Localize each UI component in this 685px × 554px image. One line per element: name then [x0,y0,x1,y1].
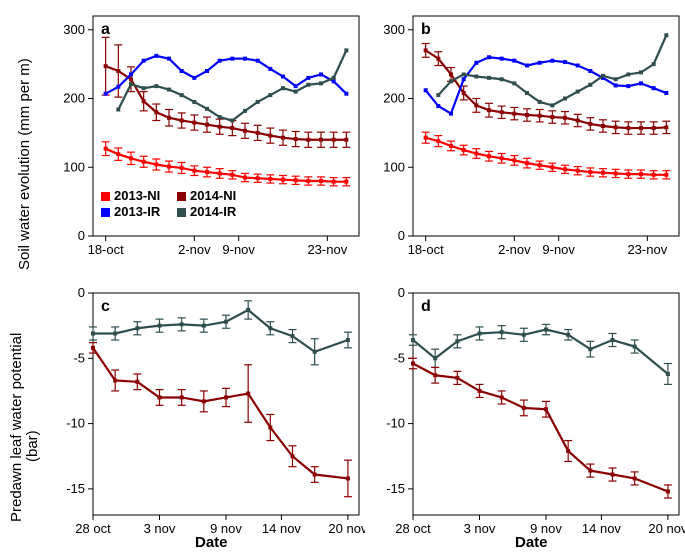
svg-text:9-nov: 9-nov [222,242,255,257]
svg-text:100: 100 [63,159,85,174]
svg-text:20 nov: 20 nov [328,521,365,536]
svg-text:-5: -5 [73,350,85,365]
svg-text:2013-IR: 2013-IR [114,204,161,219]
svg-text:-15: -15 [386,481,405,496]
y-axis-label-bottom-line1: Predawn leaf water potential [8,333,25,522]
y-axis-label-top: Soil water evolution (mm per m) [16,58,33,270]
svg-text:2-nov: 2-nov [498,242,531,257]
svg-text:2-nov: 2-nov [178,242,211,257]
svg-text:18-oct: 18-oct [408,242,445,257]
svg-text:c: c [101,298,110,315]
svg-text:28 oct: 28 oct [75,521,111,536]
svg-text:-15: -15 [66,481,85,496]
svg-text:0: 0 [398,228,405,243]
svg-text:-5: -5 [393,350,405,365]
y-axis-label-bottom-line2: (bar) [24,430,41,462]
svg-text:0: 0 [78,285,85,300]
figure-root: Soil water evolution (mm per m) Predawn … [0,0,685,554]
svg-text:-10: -10 [66,416,85,431]
svg-text:d: d [421,298,431,315]
svg-text:200: 200 [383,91,405,106]
svg-text:200: 200 [63,91,85,106]
svg-text:3 nov: 3 nov [464,521,496,536]
svg-text:b: b [421,21,431,38]
svg-text:0: 0 [398,285,405,300]
svg-text:a: a [101,21,110,38]
svg-text:23-nov: 23-nov [307,242,347,257]
x-axis-label-c: Date [195,534,228,551]
svg-text:18-oct: 18-oct [88,242,125,257]
svg-text:2014-IR: 2014-IR [190,204,237,219]
panel-d: -15-10-5028 oct3 nov9 nov14 nov20 novd [375,285,685,547]
svg-text:14 nov: 14 nov [582,521,622,536]
panel-a: 0 100 200 300 18-oct 2-nov 9-nov 23-nov a 2013-NI… [55,8,365,268]
svg-text:3 nov: 3 nov [144,521,176,536]
svg-text:2013-NI: 2013-NI [114,188,160,203]
svg-text:9-nov: 9-nov [542,242,575,257]
svg-text:-10: -10 [386,416,405,431]
svg-text:300: 300 [63,22,85,37]
panel-c: -15-10-5028 oct3 nov9 nov14 nov20 novc [55,285,365,547]
svg-text:300: 300 [383,22,405,37]
svg-text:20 nov: 20 nov [648,521,685,536]
svg-text:28 oct: 28 oct [395,521,431,536]
svg-text:23-nov: 23-nov [627,242,667,257]
svg-text:0: 0 [78,228,85,243]
svg-text:100: 100 [383,159,405,174]
svg-text:14 nov: 14 nov [262,521,302,536]
panel-b: 0 100 200 300 18-oct 2-nov 9-nov 23-nov b [375,8,685,268]
x-axis-label-d: Date [515,534,548,551]
svg-text:2014-NI: 2014-NI [190,188,236,203]
